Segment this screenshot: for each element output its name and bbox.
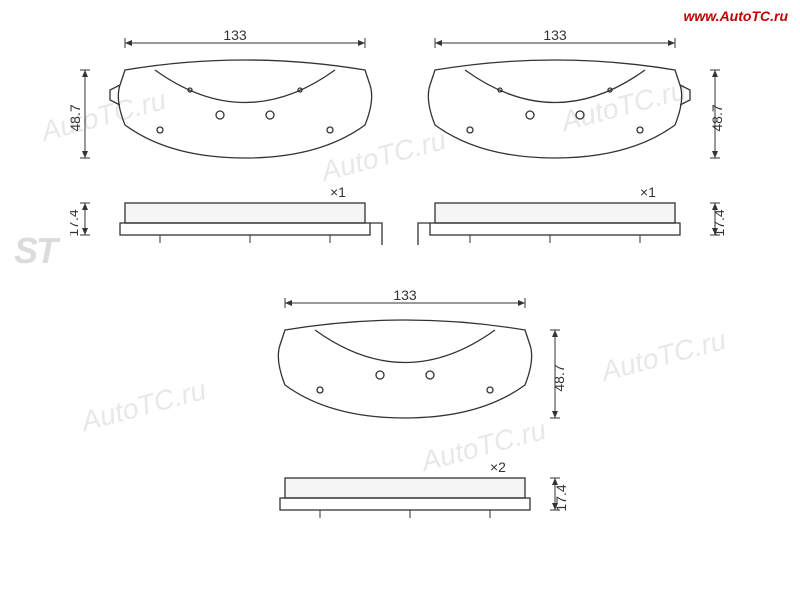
manufacturer-logo: ST bbox=[14, 230, 56, 272]
dim-width-tr: 133 bbox=[543, 30, 567, 43]
pad-bottom-face: 133 48.7 bbox=[240, 290, 580, 450]
qty-tl: ×1 bbox=[330, 185, 346, 200]
pad-top-right-face: 133 48.7 bbox=[410, 30, 730, 180]
pad-bottom-side: ×2 17.4 bbox=[240, 460, 580, 540]
pad-top-left-face: 133 48.7 bbox=[70, 30, 390, 180]
pad-top-left-side: ×1 17.4 bbox=[70, 185, 390, 255]
dim-thick-tl: 17.4 bbox=[70, 209, 81, 236]
dim-height-b: 48.7 bbox=[551, 364, 567, 391]
qty-tr: ×1 bbox=[640, 185, 656, 200]
dim-width-tl: 133 bbox=[223, 30, 247, 43]
dim-height-tl: 48.7 bbox=[70, 104, 83, 131]
watermark-url: www.AutoTC.ru bbox=[684, 8, 788, 24]
dim-height-tr: 48.7 bbox=[709, 104, 725, 131]
watermark-bg-6: AutoTC.ru bbox=[598, 324, 730, 388]
dim-width-b: 133 bbox=[393, 290, 417, 303]
qty-b: ×2 bbox=[490, 460, 506, 475]
dim-thick-tr: 17.4 bbox=[711, 209, 727, 236]
pad-top-right-side: ×1 17.4 bbox=[410, 185, 730, 255]
watermark-bg-4: AutoTC.ru bbox=[78, 374, 210, 438]
dim-thick-b: 17.4 bbox=[553, 484, 569, 511]
